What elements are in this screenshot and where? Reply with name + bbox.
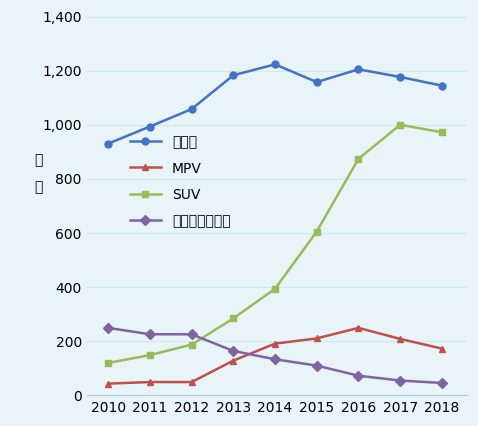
MPV	[272, 341, 278, 346]
MPV	[356, 325, 361, 331]
SUV	[147, 353, 153, 358]
MPV	[147, 380, 153, 385]
セダン	[105, 141, 111, 146]
SUV	[439, 130, 445, 135]
クロスオーバー	[105, 325, 111, 331]
セダン	[397, 75, 403, 80]
クロスオーバー	[356, 373, 361, 378]
Line: SUV: SUV	[105, 121, 445, 366]
クロスオーバー	[397, 378, 403, 383]
MPV	[439, 346, 445, 351]
セダン	[230, 73, 236, 78]
SUV	[189, 342, 195, 347]
SUV	[397, 122, 403, 127]
セダン	[356, 67, 361, 72]
MPV	[189, 380, 195, 385]
セダン	[189, 106, 195, 112]
Text: 万: 万	[34, 153, 42, 167]
Text: 台: 台	[34, 180, 42, 194]
MPV	[230, 358, 236, 363]
Line: MPV: MPV	[105, 325, 445, 387]
セダン	[314, 80, 320, 85]
セダン	[272, 62, 278, 67]
SUV	[314, 229, 320, 234]
Line: セダン: セダン	[105, 61, 445, 147]
MPV	[105, 381, 111, 386]
クロスオーバー	[439, 380, 445, 386]
クロスオーバー	[230, 348, 236, 354]
SUV	[356, 156, 361, 161]
Legend: セダン, MPV, SUV, クロスオーバー: セダン, MPV, SUV, クロスオーバー	[125, 130, 236, 234]
SUV	[272, 286, 278, 291]
MPV	[397, 337, 403, 342]
クロスオーバー	[147, 332, 153, 337]
セダン	[147, 124, 153, 129]
クロスオーバー	[189, 332, 195, 337]
SUV	[105, 360, 111, 366]
クロスオーバー	[272, 357, 278, 362]
クロスオーバー	[314, 363, 320, 368]
SUV	[230, 316, 236, 321]
セダン	[439, 83, 445, 88]
MPV	[314, 336, 320, 341]
Line: クロスオーバー: クロスオーバー	[105, 325, 445, 386]
